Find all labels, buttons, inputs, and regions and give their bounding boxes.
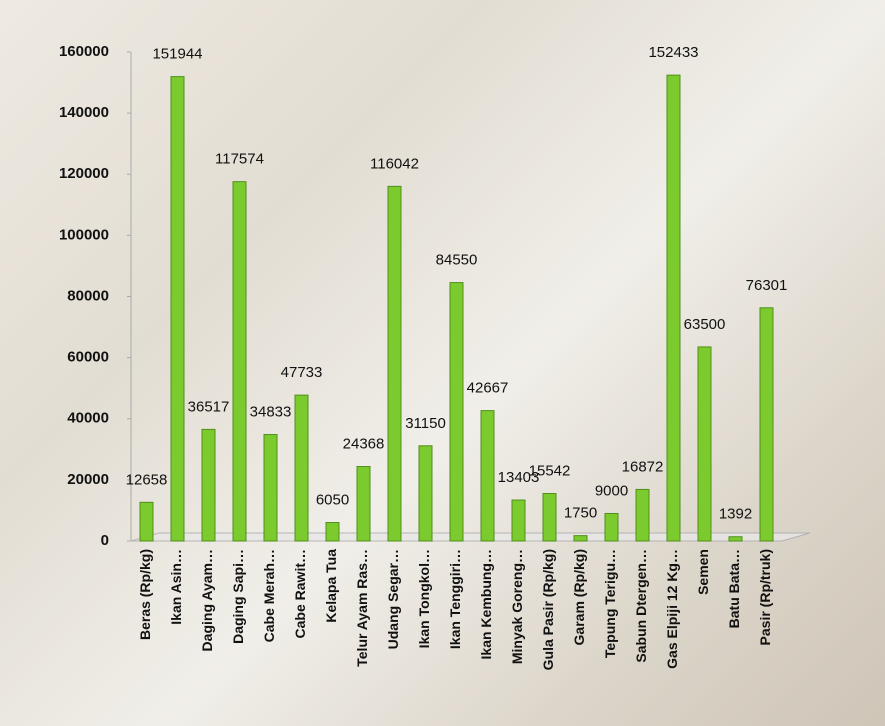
x-tick-label: Udang Segar… (385, 549, 401, 649)
bar (295, 395, 308, 541)
x-tick-label: Beras (Rp/kg) (137, 549, 153, 640)
value-label: 84550 (436, 252, 478, 269)
value-label: 34833 (250, 404, 292, 421)
x-tick-label: Ikan Kembung… (478, 549, 494, 659)
bar (574, 536, 587, 541)
bar (512, 500, 525, 541)
value-label: 31150 (405, 415, 446, 432)
value-label: 116042 (370, 155, 419, 172)
bar (543, 493, 556, 541)
value-label: 16872 (622, 458, 664, 475)
x-tick-label: Ikan Asin… (168, 549, 184, 625)
x-tick-label: Gula Pasir (Rp/kg) (540, 549, 556, 670)
bar (729, 537, 742, 541)
x-tick-label: Garam (Rp/kg) (571, 549, 587, 645)
bar (140, 502, 153, 541)
value-label: 152433 (648, 44, 698, 61)
value-label: 9000 (595, 482, 628, 499)
value-label: 1750 (564, 505, 597, 522)
screenshot: 0 20000 40000 60000 80000 100000 120000 140000 1… (0, 0, 885, 726)
y-tick-label: 20000 (67, 471, 109, 488)
backdrop (0, 0, 885, 726)
value-label: 117574 (215, 151, 264, 168)
x-tick-label: Ikan Tongkol… (416, 549, 432, 648)
value-label: 1392 (719, 506, 752, 523)
bar (357, 467, 370, 541)
y-tick-label: 140000 (59, 104, 109, 121)
bar (450, 283, 463, 541)
x-tick-label: Gas Elpiji 12 Kg… (664, 549, 680, 669)
y-tick-label: 100000 (59, 226, 109, 243)
value-label: 63500 (684, 316, 726, 333)
y-tick-label: 60000 (67, 349, 109, 366)
x-tick-label: Ikan Tenggiri… (447, 549, 463, 649)
bar (171, 77, 184, 541)
y-tick-label: 120000 (59, 165, 109, 182)
bar (233, 182, 246, 541)
x-tick-label: Minyak Goreng… (509, 549, 525, 664)
value-label: 42667 (467, 380, 509, 397)
x-tick-label: Semen (695, 549, 711, 595)
value-label: 47733 (281, 364, 323, 381)
bar (264, 435, 277, 541)
x-tick-label: Kelapa Tua (323, 549, 339, 623)
value-label: 151944 (152, 46, 202, 63)
bar (419, 446, 432, 541)
bar (698, 347, 711, 541)
x-tick-label: Daging Ayam… (199, 549, 215, 651)
value-label: 24368 (343, 435, 385, 452)
value-label: 15542 (529, 462, 571, 479)
bar (388, 186, 401, 541)
x-tick-label: Batu Bata… (726, 549, 742, 628)
x-tick-label: Daging Sapi… (230, 549, 246, 644)
x-tick-label: Tepung Terigu… (602, 549, 618, 658)
bar (636, 489, 649, 541)
bar (760, 308, 773, 541)
y-tick-label: 0 (101, 532, 109, 549)
x-tick-label: Sabun Dtergen… (633, 549, 649, 663)
value-label: 12658 (126, 471, 168, 488)
bar (481, 411, 494, 541)
y-tick-label: 40000 (67, 410, 109, 427)
bar (667, 75, 680, 541)
x-tick-label: Cabe Rawit… (292, 549, 308, 638)
y-tick-label: 160000 (59, 43, 109, 60)
value-label: 76301 (746, 277, 788, 294)
x-tick-label: Telur Ayam Ras… (354, 549, 370, 667)
bar (326, 523, 339, 541)
bar (605, 513, 618, 541)
value-label: 6050 (316, 491, 349, 508)
value-label: 36517 (188, 398, 230, 415)
bar (202, 429, 215, 541)
chart: 0 20000 40000 60000 80000 100000 120000 140000 1… (0, 0, 885, 726)
x-tick-label: Pasir (Rp/truk) (757, 549, 773, 645)
y-tick-label: 80000 (67, 287, 109, 304)
x-tick-label: Cabe Merah… (261, 549, 277, 642)
